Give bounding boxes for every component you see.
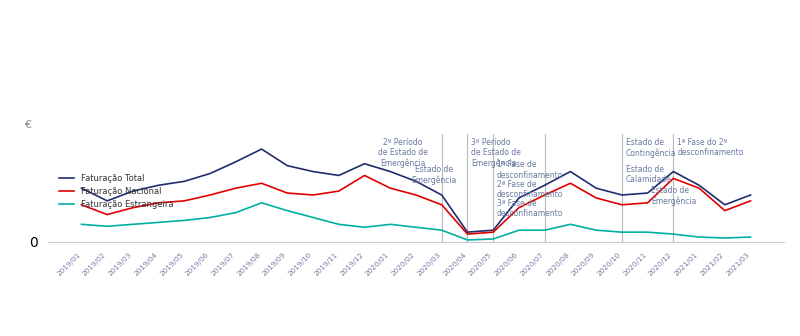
Faturação Nacional — [591, 196, 601, 200]
Faturação Total — [617, 193, 626, 197]
Text: Estado de
Emergência: Estado de Emergência — [411, 165, 457, 184]
Faturação Nacional — [669, 176, 678, 180]
Faturação Estrangeira — [669, 232, 678, 236]
Faturação Total — [591, 186, 601, 190]
Faturação Nacional — [720, 209, 730, 213]
Text: €: € — [24, 120, 31, 130]
Faturação Total — [282, 164, 292, 168]
Faturação Estrangeira — [617, 230, 626, 234]
Faturação Nacional — [231, 186, 241, 190]
Faturação Total — [540, 183, 550, 187]
Faturação Estrangeira — [179, 218, 189, 222]
Faturação Nacional — [566, 181, 575, 185]
Faturação Total — [154, 183, 163, 187]
Faturação Nacional — [360, 173, 370, 177]
Faturação Estrangeira — [77, 222, 86, 226]
Faturação Estrangeira — [282, 209, 292, 213]
Faturação Nacional — [514, 206, 524, 210]
Faturação Total — [128, 189, 138, 193]
Faturação Estrangeira — [411, 225, 421, 229]
Faturação Estrangeira — [334, 222, 343, 226]
Text: 1ª Fase de
desconfinamento: 1ª Fase de desconfinamento — [497, 160, 563, 180]
Faturação Estrangeira — [489, 237, 498, 241]
Faturação Total — [77, 186, 86, 190]
Faturação Total — [386, 170, 395, 174]
Faturação Estrangeira — [308, 215, 318, 219]
Faturação Total — [489, 228, 498, 232]
Faturação Nacional — [128, 206, 138, 210]
Faturação Estrangeira — [102, 224, 112, 228]
Faturação Estrangeira — [437, 228, 446, 232]
Faturação Nacional — [617, 203, 626, 207]
Faturação Estrangeira — [257, 201, 266, 205]
Faturação Nacional — [77, 203, 86, 207]
Faturação Estrangeira — [643, 230, 653, 234]
Faturação Nacional — [154, 201, 163, 205]
Faturação Total — [720, 203, 730, 207]
Faturação Nacional — [334, 189, 343, 193]
Faturação Nacional — [282, 191, 292, 195]
Faturação Estrangeira — [540, 228, 550, 232]
Line: Faturação Nacional: Faturação Nacional — [82, 175, 750, 234]
Faturação Nacional — [489, 230, 498, 234]
Faturação Estrangeira — [591, 228, 601, 232]
Faturação Nacional — [694, 186, 704, 190]
Faturação Total — [179, 179, 189, 183]
Text: Estado de
Contingência: Estado de Contingência — [626, 138, 676, 158]
Faturação Nacional — [206, 193, 215, 197]
Faturação Estrangeira — [462, 238, 472, 242]
Faturação Estrangeira — [386, 222, 395, 226]
Faturação Nacional — [437, 203, 446, 207]
Faturação Estrangeira — [694, 235, 704, 239]
Text: 1ª Fase do 2º
desconfinamento: 1ª Fase do 2º desconfinamento — [678, 138, 743, 157]
Faturação Total — [669, 170, 678, 174]
Faturação Nacional — [179, 199, 189, 203]
Faturação Nacional — [308, 193, 318, 197]
Faturação Nacional — [540, 193, 550, 197]
Line: Faturação Total: Faturação Total — [82, 149, 750, 232]
Faturação Estrangeira — [720, 236, 730, 240]
Faturação Estrangeira — [746, 235, 755, 239]
Text: Estado de
Calamidade: Estado de Calamidade — [626, 165, 671, 184]
Faturação Total — [206, 171, 215, 175]
Faturação Total — [514, 196, 524, 200]
Faturação Total — [334, 173, 343, 177]
Faturação Total — [257, 147, 266, 151]
Text: 2ª Fase de
desconfinamento: 2ª Fase de desconfinamento — [497, 179, 563, 199]
Faturação Nacional — [643, 201, 653, 205]
Text: 2º Período
de Estado de
Emergência: 2º Período de Estado de Emergência — [378, 138, 428, 168]
Faturação Estrangeira — [360, 225, 370, 229]
Faturação Nacional — [257, 181, 266, 185]
Faturação Estrangeira — [514, 228, 524, 232]
Faturação Total — [308, 170, 318, 174]
Faturação Nacional — [462, 232, 472, 236]
Text: 3ª Fase de
desconfinamento: 3ª Fase de desconfinamento — [497, 199, 563, 218]
Faturação Nacional — [386, 186, 395, 190]
Text: Estado de
Emergência: Estado de Emergência — [651, 186, 697, 206]
Faturação Total — [746, 193, 755, 197]
Faturação Total — [231, 160, 241, 164]
Faturação Total — [462, 230, 472, 234]
Legend: Faturação Total, Faturação Nacional, Faturação Estrangeira: Faturação Total, Faturação Nacional, Fat… — [56, 171, 177, 213]
Faturação Estrangeira — [231, 211, 241, 215]
Faturação Nacional — [411, 193, 421, 197]
Faturação Nacional — [102, 213, 112, 217]
Faturação Estrangeira — [128, 222, 138, 226]
Faturação Total — [437, 193, 446, 197]
Text: 3º Período
de Estado de
Emergência: 3º Período de Estado de Emergência — [471, 138, 522, 168]
Faturação Estrangeira — [206, 215, 215, 219]
Faturação Total — [643, 191, 653, 195]
Faturação Total — [566, 170, 575, 174]
Faturação Total — [360, 162, 370, 166]
Faturação Estrangeira — [154, 220, 163, 224]
Line: Faturação Estrangeira: Faturação Estrangeira — [82, 203, 750, 240]
Faturação Total — [694, 183, 704, 187]
Faturação Estrangeira — [566, 222, 575, 226]
Faturação Total — [102, 199, 112, 203]
Faturação Nacional — [746, 199, 755, 203]
Faturação Total — [411, 179, 421, 183]
